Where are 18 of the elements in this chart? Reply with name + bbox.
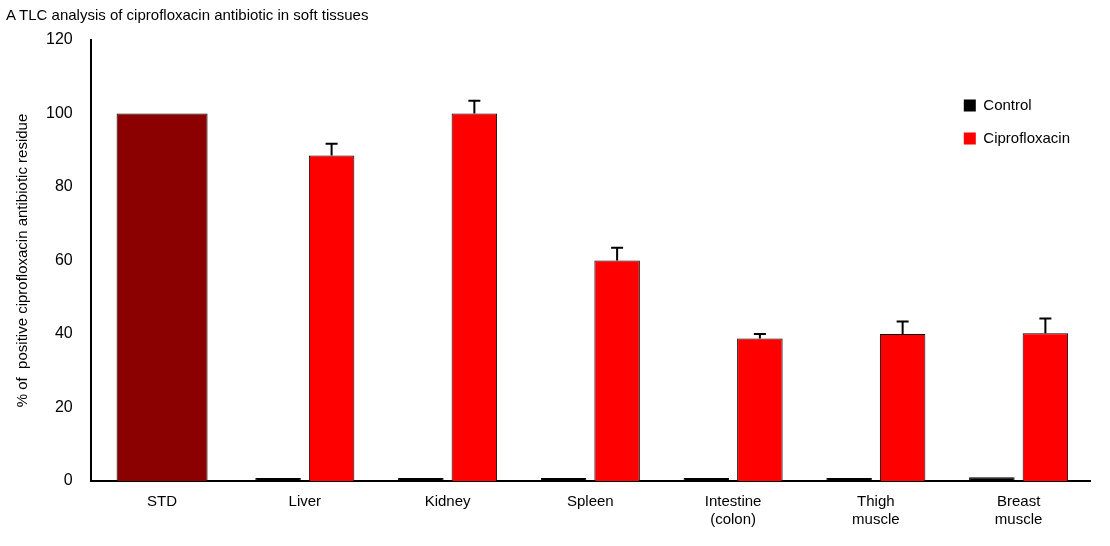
x-tick-label: Spleen: [566, 492, 614, 510]
y-tick-label: 120: [45, 30, 73, 48]
y-tick-label: 20: [54, 397, 73, 415]
x-tick-label: Liver: [288, 492, 322, 510]
legend-label: Ciprofloxacin: [983, 128, 1071, 146]
y-tick-label: 60: [54, 250, 73, 268]
y-tick-label: 80: [54, 177, 73, 195]
y-axis-title: % of positive ciprofloxacin antibiotic residue: [13, 113, 31, 408]
legend-label: Control: [983, 95, 1032, 113]
x-tick-label: Breast muscle: [994, 492, 1043, 528]
x-tick-label: Intestine (colon): [704, 492, 762, 528]
y-tick-label: 40: [54, 324, 73, 342]
y-tick-label: 0: [63, 471, 73, 489]
y-tick-label: 100: [45, 103, 73, 121]
x-tick-label: STD: [147, 492, 178, 510]
x-tick-label: Kidney: [424, 492, 472, 510]
x-tick-label: Thigh muscle: [852, 492, 900, 528]
chart-title: A TLC analysis of ciprofloxacin antibiotic in soft tissues: [6, 6, 369, 23]
